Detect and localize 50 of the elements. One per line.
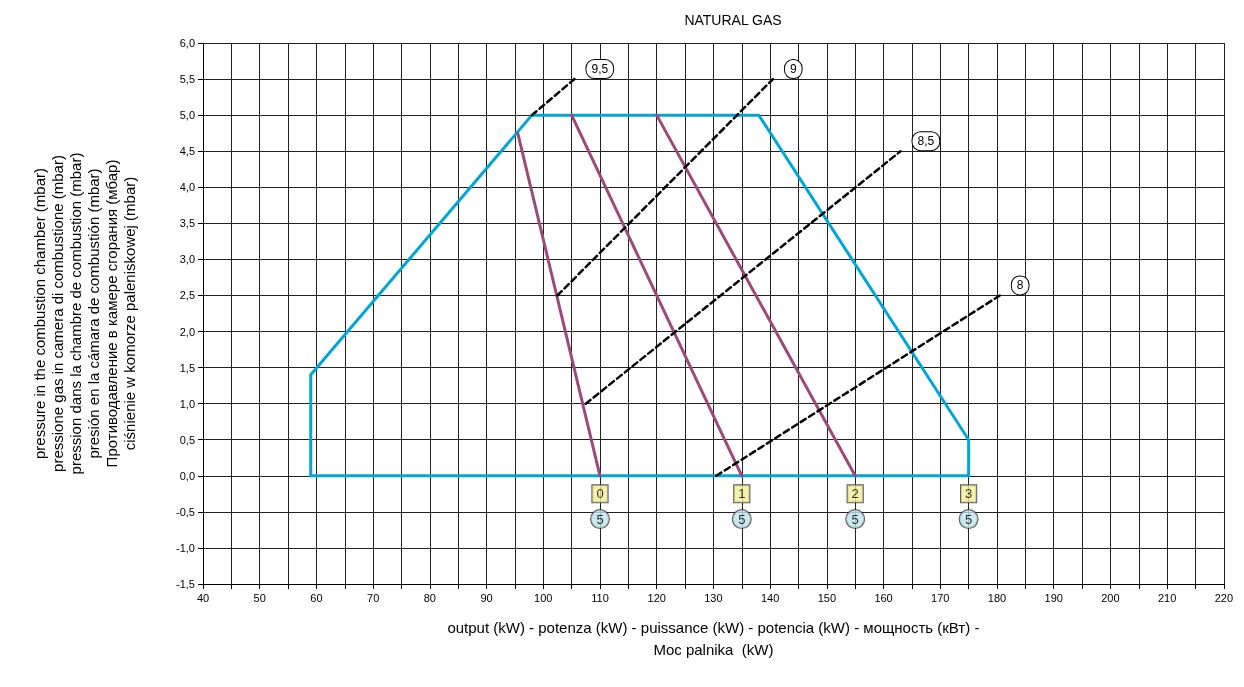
- y-tick-label: 0,0: [179, 469, 195, 482]
- chart-title: NATURAL GAS: [684, 12, 782, 28]
- x-tick-label: 80: [423, 591, 436, 604]
- annotation: 0: [596, 486, 604, 502]
- x-tick-label: 200: [1101, 591, 1120, 604]
- annotation: 5: [965, 511, 973, 527]
- annotation: 5: [738, 511, 746, 527]
- y-tick-label: 1,0: [179, 397, 195, 410]
- series-label: 9,5: [591, 62, 609, 77]
- x-tick-label: 40: [196, 591, 210, 604]
- y-tick-label: 3,5: [179, 217, 195, 230]
- x-tick-label: 140: [760, 591, 780, 604]
- y-tick-label: 3,0: [179, 253, 195, 266]
- y-tick-label: 5,5: [179, 73, 195, 86]
- x-tick-label: 160: [874, 591, 893, 604]
- y-tick-label: -0,5: [176, 505, 195, 518]
- x-tick-label: 170: [931, 591, 950, 604]
- x-tick-label: 70: [367, 591, 380, 604]
- y-tick-label: 5,0: [179, 109, 195, 122]
- annotation: 5: [596, 511, 604, 527]
- x-tick-label: 180: [987, 591, 1007, 604]
- x-tick-label: 210: [1157, 591, 1177, 604]
- y-tick-label: 2,0: [179, 325, 195, 338]
- y-tick-label: 1,5: [179, 361, 195, 374]
- x-tick-label: 120: [647, 591, 666, 604]
- annotation: 1: [738, 486, 746, 502]
- y-tick-label: 4,0: [179, 181, 195, 194]
- series-label: 8: [1016, 278, 1024, 293]
- y-axis-title: pressure in the combustion chamber (mbar) pressione gas in camera di combustione (mbar) pression dans la chambre de combustion (mbar) presión en la cámara de combustión (mbar) Противодавление в камере сгорания (мбар) ciśnienie w komorze paleniskowej (mbar): [30, 152, 138, 475]
- y-tick-label: 4,5: [179, 145, 195, 158]
- x-tick-label: 100: [534, 591, 553, 604]
- series-label: 8,5: [917, 134, 935, 149]
- y-tick-label: 0,5: [179, 433, 195, 446]
- x-tick-label: 190: [1044, 591, 1063, 604]
- annotation: 2: [851, 486, 859, 502]
- x-tick-label: 150: [817, 591, 837, 604]
- x-tick-label: 220: [1214, 591, 1233, 604]
- annotation: 3: [965, 486, 973, 502]
- x-tick-label: 130: [704, 591, 723, 604]
- annotation: 5: [851, 511, 859, 527]
- y-tick-label: 2,5: [179, 289, 195, 302]
- x-tick-label: 50: [253, 591, 266, 604]
- y-tick-label: 6,0: [179, 37, 195, 49]
- y-tick-label: -1,0: [176, 541, 195, 554]
- series-label: 9: [789, 62, 797, 77]
- y-tick-label: -1,5: [176, 578, 195, 590]
- x-tick-label: 90: [480, 591, 493, 604]
- x-tick-label: 110: [591, 591, 609, 604]
- x-axis-title: output (kW) - potenza (kW) - puissance (kW) - potencia (kW) - мощность (кВт) - Moc palnika (kW): [447, 618, 980, 658]
- x-tick-label: 60: [310, 591, 323, 604]
